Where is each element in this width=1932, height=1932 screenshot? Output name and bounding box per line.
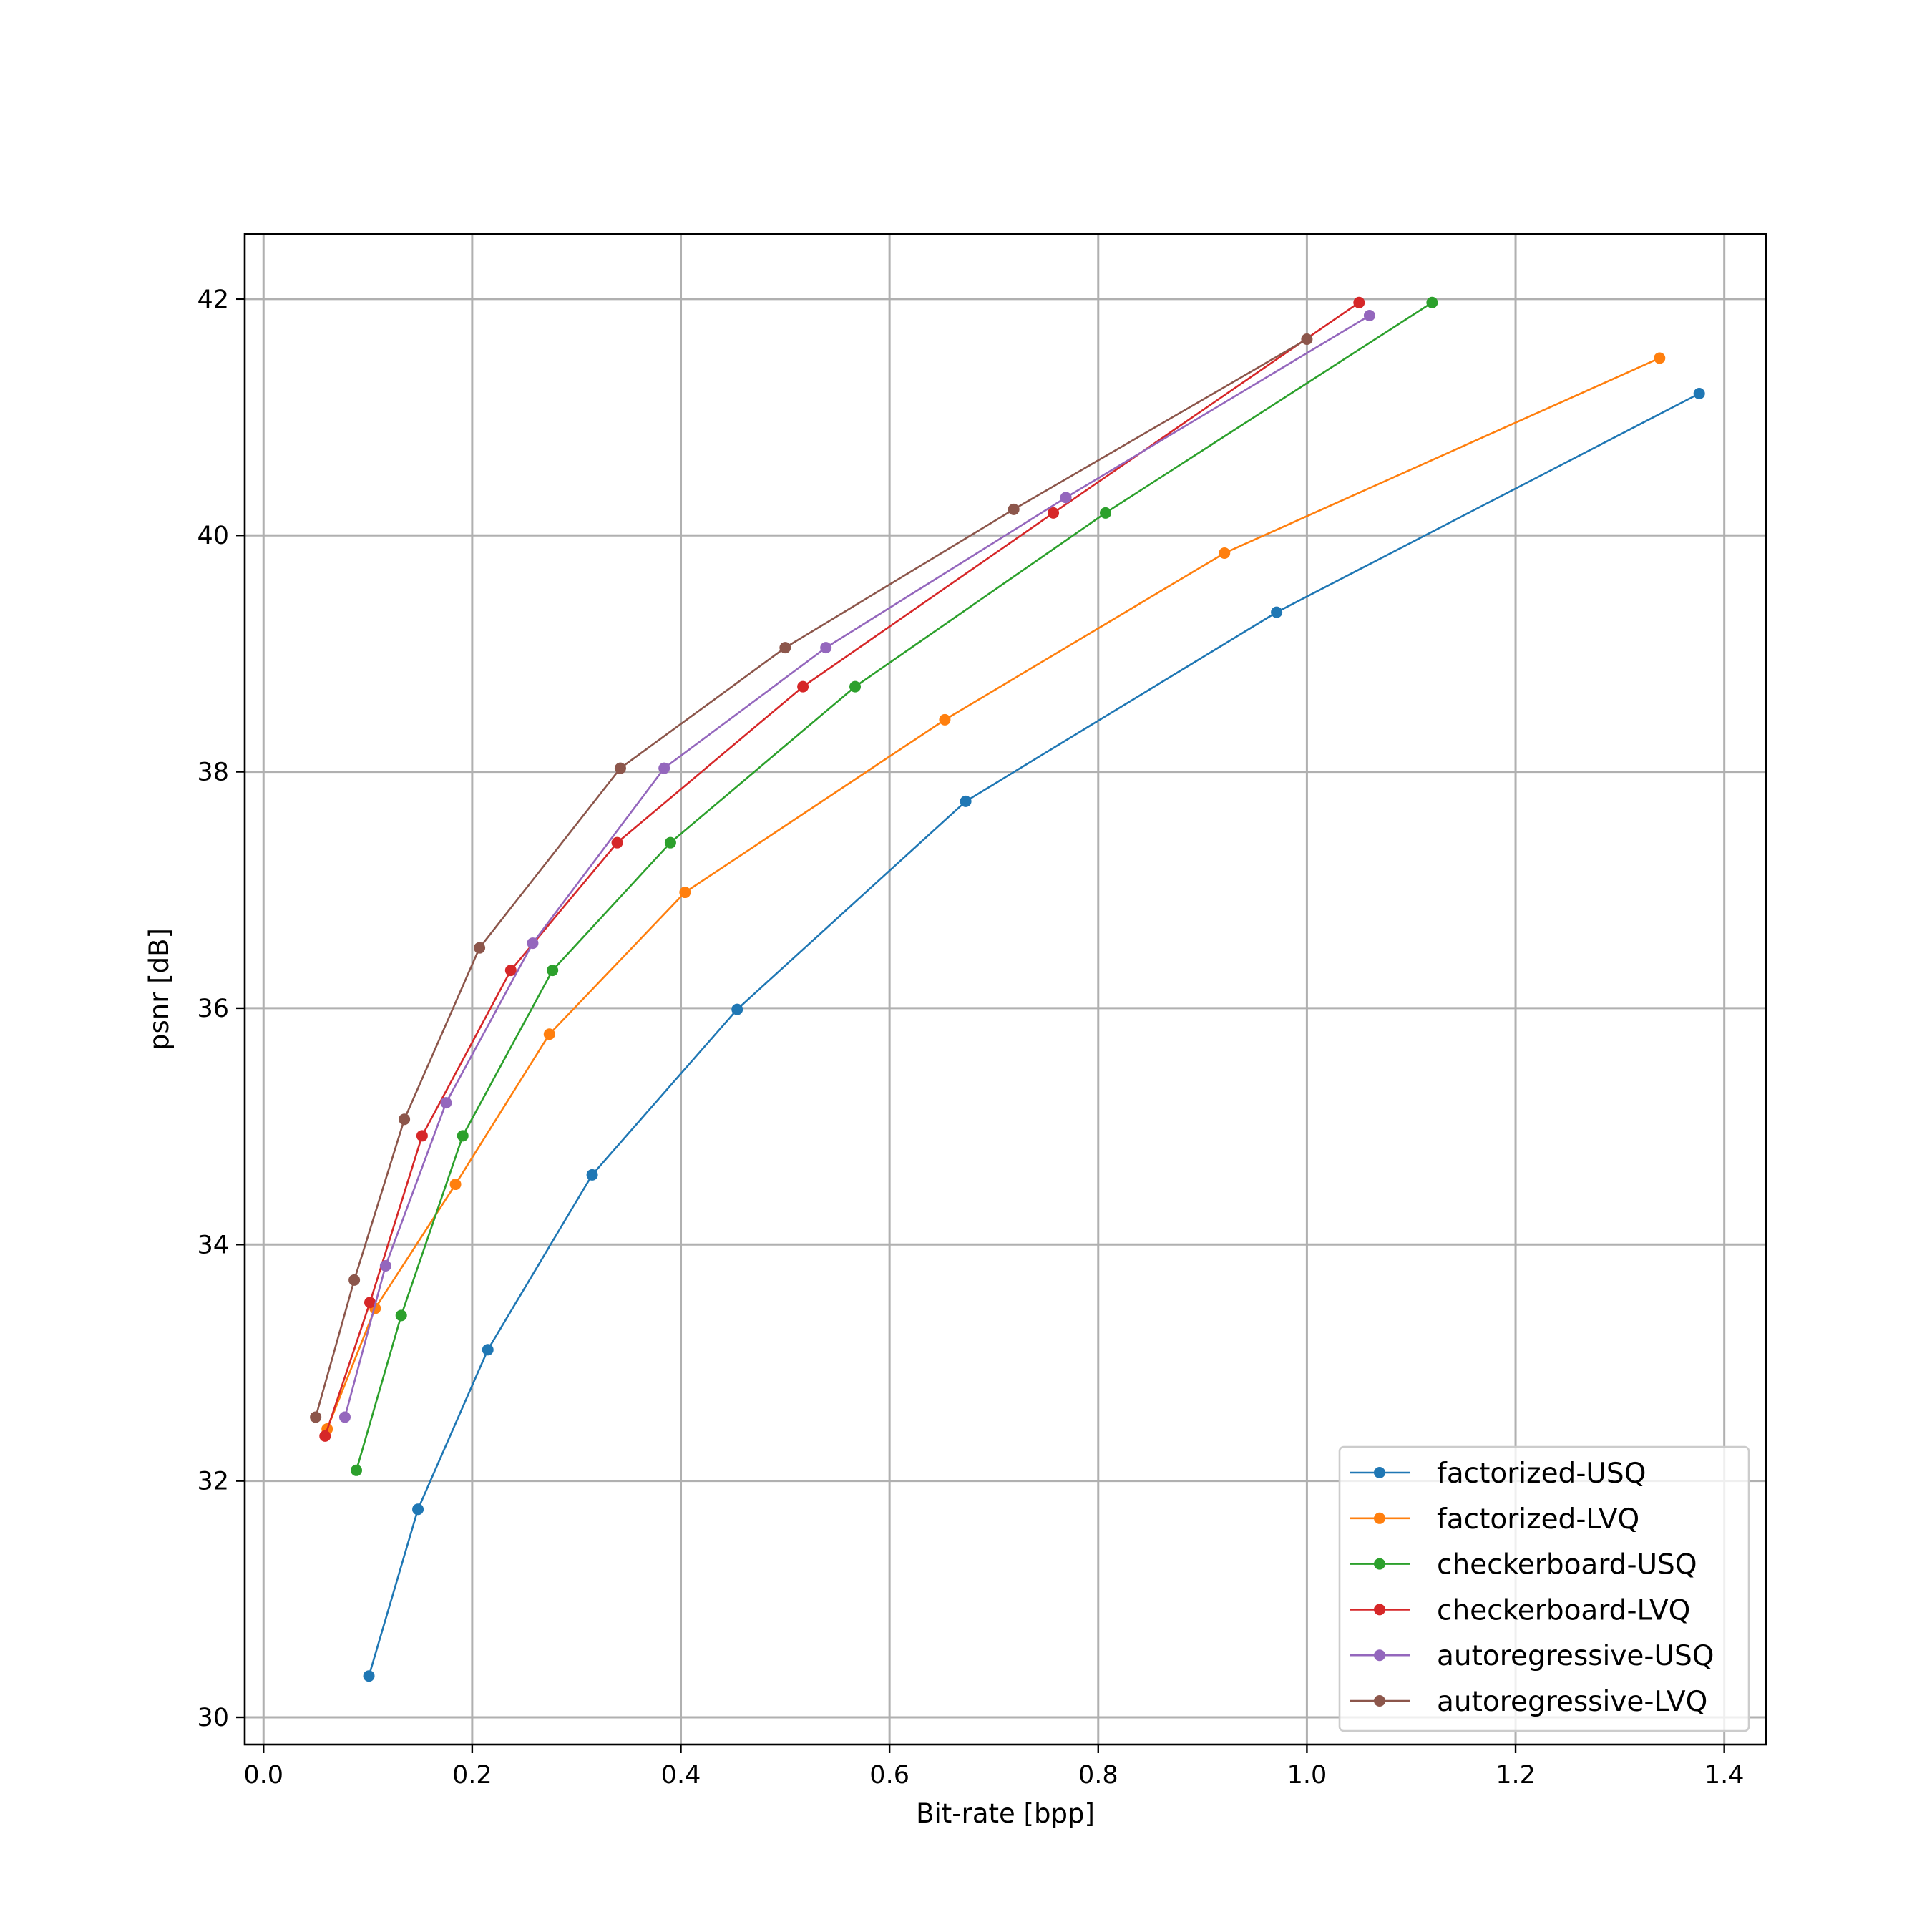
x-tick-label: 0.0 (243, 1761, 283, 1790)
y-tick-label: 42 (197, 286, 229, 314)
data-point (395, 1309, 407, 1322)
series-autoregressive-LVQ (310, 333, 1313, 1423)
data-point (1654, 352, 1666, 364)
data-point (1219, 547, 1231, 559)
x-tick-label: 0.4 (661, 1761, 701, 1790)
series-line (326, 357, 1660, 1430)
data-point (664, 836, 676, 849)
data-point (547, 965, 559, 977)
y-axis-label: psnr [dB] (144, 928, 175, 1050)
x-tick-label: 0.6 (869, 1761, 909, 1790)
data-point (586, 1169, 598, 1181)
data-point (449, 1179, 462, 1191)
legend-label: factorized-LVQ (1437, 1503, 1639, 1536)
data-point (1353, 296, 1365, 308)
series-factorized-USQ (363, 387, 1705, 1682)
x-axis-ticks: 0.0 0.2 0.4 0.6 0.8 1.0 1.2 1.4 (243, 1745, 1745, 1790)
legend-item: autoregressive-USQ (1350, 1640, 1714, 1672)
data-point (1048, 507, 1060, 519)
x-axis-label: Bit-rate [bpp] (916, 1798, 1095, 1829)
data-point (731, 1003, 743, 1015)
plot-area-frame (243, 233, 1767, 1746)
y-tick-label: 36 (197, 995, 229, 1023)
x-tick-label: 1.0 (1287, 1761, 1327, 1790)
x-tick-label: 1.2 (1496, 1761, 1536, 1790)
data-point (1693, 387, 1705, 399)
legend-label: checkerboard-USQ (1437, 1549, 1697, 1581)
x-tick-label: 0.8 (1078, 1761, 1118, 1790)
legend: factorized-USQ factorized-LVQ checkerboard… (1338, 1445, 1750, 1732)
legend-box (1338, 1445, 1750, 1732)
series-autoregressive-USQ (338, 309, 1375, 1423)
legend-marker (1374, 1558, 1385, 1570)
data-point (440, 1097, 452, 1109)
data-point (319, 1430, 331, 1442)
legend-label: autoregressive-LVQ (1437, 1686, 1707, 1718)
data-point (457, 1130, 469, 1142)
data-point (416, 1130, 428, 1142)
y-tick-label: 40 (197, 522, 229, 550)
data-point (614, 762, 626, 774)
legend-item: factorized-LVQ (1350, 1503, 1639, 1536)
legend-item: checkerboard-USQ (1350, 1549, 1697, 1581)
legend-marker (1374, 1695, 1385, 1707)
data-point (1271, 606, 1283, 618)
data-point (1099, 507, 1111, 519)
series-line (343, 314, 1370, 1418)
y-tick-label: 32 (197, 1468, 229, 1496)
data-point (960, 795, 972, 807)
series-line (368, 392, 1700, 1677)
data-point (399, 1113, 411, 1126)
y-tick-label: 30 (197, 1704, 229, 1732)
legend-marker (1374, 1512, 1385, 1524)
data-point (797, 680, 809, 693)
data-point (504, 965, 517, 977)
legend-marker (1374, 1467, 1385, 1478)
data-point (1060, 492, 1072, 504)
legend-label: autoregressive-USQ (1437, 1640, 1714, 1672)
data-point (348, 1274, 361, 1286)
series-checkerboard-LVQ (319, 296, 1365, 1442)
data-point (1426, 296, 1438, 308)
series-checkerboard-USQ (351, 296, 1438, 1476)
data-point (412, 1503, 424, 1516)
data-point (1363, 309, 1375, 321)
data-point (351, 1464, 363, 1476)
data-point (363, 1670, 375, 1682)
data-point (939, 713, 951, 726)
series-layer (310, 296, 1705, 1682)
series-line (314, 338, 1308, 1418)
data-point (379, 1260, 391, 1272)
data-point (482, 1344, 494, 1356)
legend-marker (1374, 1604, 1385, 1616)
y-tick-label: 38 (197, 758, 229, 787)
data-point (1008, 503, 1020, 515)
data-point (338, 1411, 351, 1423)
legend-label: factorized-USQ (1437, 1458, 1646, 1490)
data-point (779, 642, 791, 654)
data-point (658, 762, 670, 774)
data-point (474, 942, 486, 954)
series-line (355, 301, 1433, 1471)
data-point (820, 642, 832, 654)
legend-label: checkerboard-LVQ (1437, 1594, 1690, 1626)
legend-item: factorized-USQ (1350, 1458, 1646, 1490)
data-point (611, 836, 623, 849)
x-tick-label: 0.2 (452, 1761, 492, 1790)
data-point (679, 887, 691, 899)
data-point (849, 680, 862, 693)
data-point (364, 1297, 376, 1309)
legend-item: checkerboard-LVQ (1350, 1594, 1690, 1626)
data-point (543, 1028, 555, 1040)
legend-marker (1374, 1649, 1385, 1662)
x-tick-label: 1.4 (1704, 1761, 1745, 1790)
y-tick-label: 34 (197, 1231, 229, 1259)
data-point (1301, 333, 1313, 346)
y-axis-ticks: 30 32 34 36 38 40 42 (197, 286, 245, 1732)
series-line (324, 301, 1360, 1437)
legend-item: autoregressive-LVQ (1350, 1686, 1707, 1718)
data-point (310, 1411, 322, 1423)
data-point (527, 937, 539, 950)
